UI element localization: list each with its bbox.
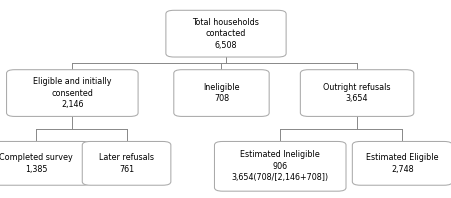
Text: Completed survey
1,385: Completed survey 1,385 — [0, 153, 73, 174]
FancyBboxPatch shape — [299, 70, 413, 116]
FancyBboxPatch shape — [0, 141, 90, 185]
FancyBboxPatch shape — [214, 141, 345, 191]
FancyBboxPatch shape — [82, 141, 170, 185]
Text: Outright refusals
3,654: Outright refusals 3,654 — [322, 83, 390, 103]
Text: Estimated Ineligible
906
3,654(708/[2,146+708]): Estimated Ineligible 906 3,654(708/[2,14… — [231, 150, 328, 182]
Text: Later refusals
761: Later refusals 761 — [99, 153, 154, 174]
FancyBboxPatch shape — [173, 70, 269, 116]
Text: Ineligible
708: Ineligible 708 — [203, 83, 239, 103]
Text: Eligible and initially
consented
2,146: Eligible and initially consented 2,146 — [33, 77, 111, 109]
FancyBboxPatch shape — [166, 10, 285, 57]
Text: Estimated Eligible
2,748: Estimated Eligible 2,748 — [365, 153, 437, 174]
FancyBboxPatch shape — [7, 70, 138, 116]
FancyBboxPatch shape — [352, 141, 451, 185]
Text: Total households
contacted
6,508: Total households contacted 6,508 — [192, 18, 259, 50]
